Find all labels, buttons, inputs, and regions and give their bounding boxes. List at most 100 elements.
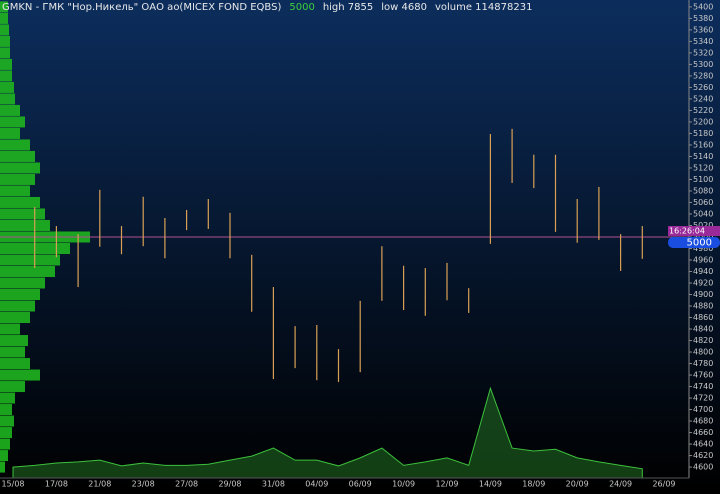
price-badge bbox=[668, 236, 720, 248]
y-tick-label: 5040 bbox=[693, 209, 713, 218]
x-tick-label: 27/08 bbox=[175, 480, 198, 489]
profile-bar bbox=[0, 81, 14, 93]
y-tick-label: 5140 bbox=[693, 152, 713, 161]
x-tick-label: 20/09 bbox=[566, 480, 589, 489]
profile-bar bbox=[0, 265, 55, 277]
profile-bar bbox=[0, 427, 12, 439]
time-label: 16:26:04 bbox=[669, 226, 705, 235]
profile-bar bbox=[0, 47, 10, 59]
y-tick-label: 4940 bbox=[693, 267, 713, 276]
profile-bar bbox=[0, 127, 20, 139]
profile-bar bbox=[0, 93, 15, 105]
header: GMKN - ГМК "Нор.Никель" ОАО ао(MICEX FON… bbox=[2, 2, 532, 13]
volume-area bbox=[12, 386, 643, 479]
profile-bar bbox=[0, 139, 30, 151]
profile-bar bbox=[0, 289, 40, 301]
profile-bar bbox=[0, 219, 50, 231]
y-tick-label: 4600 bbox=[693, 463, 713, 472]
profile-bar bbox=[0, 369, 40, 381]
time-badge bbox=[668, 225, 720, 236]
y-tick-label: 5180 bbox=[693, 129, 713, 138]
y-tick-label: 4820 bbox=[693, 336, 713, 345]
y-tick-label: 5080 bbox=[693, 186, 713, 195]
y-tick-label: 4760 bbox=[693, 371, 713, 380]
profile-bar bbox=[0, 346, 25, 358]
y-tick-label: 4880 bbox=[693, 302, 713, 311]
y-tick-label: 5060 bbox=[693, 198, 713, 207]
y-tick-label: 5020 bbox=[693, 221, 713, 230]
profile-bar bbox=[0, 312, 30, 324]
y-tick-label: 4860 bbox=[693, 313, 713, 322]
profile-bar bbox=[0, 104, 20, 116]
y-tick-label: 5380 bbox=[693, 14, 713, 23]
y-tick-label: 4780 bbox=[693, 359, 713, 368]
y-tick-label: 4980 bbox=[693, 244, 713, 253]
x-tick-label: 23/08 bbox=[132, 480, 155, 489]
y-tick-label: 5120 bbox=[693, 163, 713, 172]
profile-bar bbox=[0, 12, 8, 24]
y-tick-label: 5260 bbox=[693, 83, 713, 92]
profile-bar bbox=[0, 70, 12, 82]
x-tick-label: 10/09 bbox=[392, 480, 415, 489]
profile-bar bbox=[0, 461, 5, 473]
y-tick-label: 5160 bbox=[693, 140, 713, 149]
y-tick-label: 4660 bbox=[693, 428, 713, 437]
profile-bar bbox=[0, 208, 45, 220]
price-badge-label: 5000 bbox=[687, 237, 712, 248]
profile-bar bbox=[0, 335, 28, 347]
x-tick-label: 21/08 bbox=[88, 480, 111, 489]
profile-bar bbox=[0, 254, 60, 266]
profile-bar bbox=[0, 392, 15, 404]
profile-bar bbox=[0, 450, 8, 462]
profile-bar bbox=[0, 277, 45, 289]
plot-layer bbox=[0, 1, 689, 479]
y-tick-label: 4960 bbox=[693, 255, 713, 264]
y-tick-label: 5400 bbox=[693, 2, 713, 11]
x-tick-label: 12/09 bbox=[435, 480, 458, 489]
profile-bar bbox=[0, 173, 35, 185]
price: 5000 bbox=[289, 2, 314, 13]
profile-bar bbox=[0, 404, 12, 416]
y-tick-label: 5220 bbox=[693, 106, 713, 115]
x-tick-label: 29/08 bbox=[218, 480, 241, 489]
profile-bar bbox=[0, 415, 14, 427]
profile-bar bbox=[0, 196, 40, 208]
y-tick-label: 5360 bbox=[693, 25, 713, 34]
y-tick-label: 5300 bbox=[693, 60, 713, 69]
x-tick-label: 26/09 bbox=[652, 480, 675, 489]
ticker: GMKN - ГМК "Нор.Никель" ОАО ао(MICEX FON… bbox=[2, 2, 281, 13]
y-tick-label: 4740 bbox=[693, 382, 713, 391]
y-tick-label: 5200 bbox=[693, 117, 713, 126]
x-tick-label: 15/08 bbox=[1, 480, 24, 489]
profile-bar bbox=[0, 116, 25, 128]
y-tick-label: 5280 bbox=[693, 71, 713, 80]
y-tick-label: 4700 bbox=[693, 405, 713, 414]
profile-bar bbox=[0, 381, 25, 393]
x-tick-label: 18/09 bbox=[522, 480, 545, 489]
y-tick-label: 4920 bbox=[693, 279, 713, 288]
profile-bar bbox=[0, 1, 8, 13]
profile-bar bbox=[0, 185, 30, 197]
y-tick-label: 4840 bbox=[693, 325, 713, 334]
x-tick-label: 06/09 bbox=[349, 480, 372, 489]
high: high 7855 bbox=[323, 2, 373, 13]
y-tick-label: 4640 bbox=[693, 440, 713, 449]
y-tick-label: 4620 bbox=[693, 451, 713, 460]
y-tick-label: 4800 bbox=[693, 348, 713, 357]
volume: volume 114878231 bbox=[435, 2, 533, 13]
x-tick-label: 31/08 bbox=[262, 480, 285, 489]
x-tick-label: 04/09 bbox=[305, 480, 328, 489]
y-tick-label: 4680 bbox=[693, 417, 713, 426]
profile-bar bbox=[0, 35, 10, 47]
y-tick-label: 5340 bbox=[693, 37, 713, 46]
y-tick-label: 4720 bbox=[693, 394, 713, 403]
profile-bar bbox=[0, 358, 30, 370]
profile-bar bbox=[0, 58, 12, 70]
profile-bar bbox=[0, 300, 35, 312]
profile-bar bbox=[0, 24, 9, 36]
profile-bar bbox=[0, 162, 40, 174]
profile-bar bbox=[0, 438, 10, 450]
